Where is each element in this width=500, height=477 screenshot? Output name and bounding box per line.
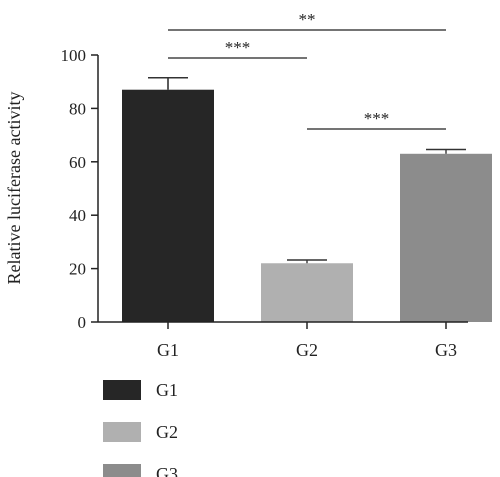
- y-tick-label: 80: [69, 99, 86, 118]
- legend-swatch-g2: [103, 422, 141, 442]
- x-ticks-layer: G1 G2 G3: [157, 322, 457, 360]
- legend-swatch-g1: [103, 380, 141, 400]
- significance-label: ***: [364, 109, 390, 128]
- y-tick-label: 100: [61, 46, 87, 65]
- x-tick-label: G3: [435, 340, 457, 360]
- y-tick-label: 20: [69, 260, 86, 279]
- y-tick-label: 40: [69, 206, 86, 225]
- bar-g1: [122, 89, 214, 323]
- significance-label: **: [299, 10, 316, 29]
- x-tick-label: G1: [157, 340, 179, 360]
- error-bars-layer: [148, 76, 466, 264]
- x-tick-label: G2: [296, 340, 318, 360]
- legend-label: G1: [156, 380, 178, 400]
- y-axis-label: Relative luciferase activity: [4, 92, 24, 285]
- bar-g2: [261, 263, 353, 322]
- bar-g3: [400, 153, 492, 322]
- y-tick-label: 60: [69, 153, 86, 172]
- legend: G1 G2 G3: [103, 380, 178, 477]
- bars-layer: [122, 89, 492, 323]
- legend-label: G2: [156, 422, 178, 442]
- significance-layer: ********: [168, 10, 446, 130]
- legend-label: G3: [156, 464, 178, 477]
- y-tick-label: 0: [78, 313, 87, 332]
- y-ticks-layer: 0 20 40 60 80 100: [61, 46, 98, 332]
- legend-swatch-g3: [103, 464, 141, 477]
- significance-label: ***: [225, 38, 251, 57]
